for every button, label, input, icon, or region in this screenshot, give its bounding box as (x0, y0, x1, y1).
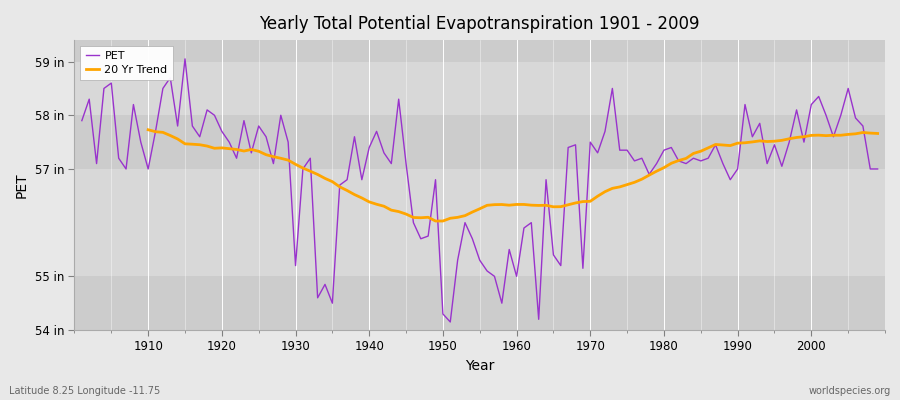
Line: 20 Yr Trend: 20 Yr Trend (148, 130, 878, 221)
Legend: PET, 20 Yr Trend: PET, 20 Yr Trend (80, 46, 173, 80)
20 Yr Trend (143, 127, 154, 132)
PET (180, 56, 191, 61)
PET (135, 140, 146, 144)
PET (526, 220, 536, 225)
20 Yr Trend (430, 219, 441, 224)
20 Yr Trend (842, 132, 853, 137)
Bar (75, 115, 885, 169)
Title: Yearly Total Potential Evapotranspiration 1901 - 2009: Yearly Total Potential Evapotranspiratio… (259, 15, 700, 33)
PET (518, 226, 529, 230)
20 Yr Trend (526, 203, 536, 208)
Bar (75, 169, 885, 276)
Bar (75, 276, 885, 330)
PET (615, 148, 626, 152)
PET (445, 320, 455, 324)
20 Yr Trend (872, 131, 883, 136)
Text: Latitude 8.25 Longitude -11.75: Latitude 8.25 Longitude -11.75 (9, 386, 160, 396)
Text: worldspecies.org: worldspecies.org (809, 386, 891, 396)
20 Yr Trend (585, 199, 596, 204)
20 Yr Trend (283, 158, 293, 162)
X-axis label: Year: Year (465, 359, 494, 373)
PET (76, 118, 87, 123)
Line: PET: PET (82, 59, 878, 322)
PET (305, 156, 316, 161)
Bar (75, 40, 885, 62)
Bar (75, 62, 885, 115)
20 Yr Trend (312, 172, 323, 177)
PET (349, 134, 360, 139)
Y-axis label: PET: PET (15, 172, 29, 198)
20 Yr Trend (821, 133, 832, 138)
PET (872, 166, 883, 171)
